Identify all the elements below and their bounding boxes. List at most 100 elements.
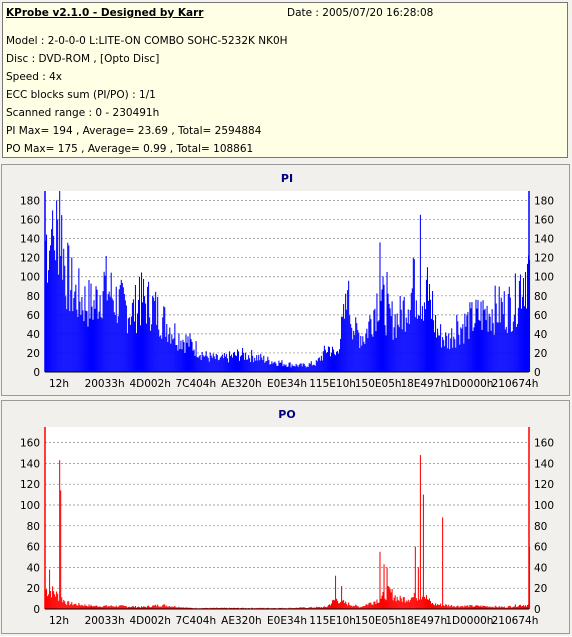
po-data-bar [330,603,332,609]
pi-data-bar [66,309,68,372]
pi-data-bar [77,316,79,372]
pi-data-bar [481,329,483,372]
po-data-bar [318,606,320,609]
pi-data-bar [80,314,82,372]
po-data-bar [421,596,423,609]
po-data-bar [508,605,510,609]
po-data-bar [422,494,424,609]
po-data-bar [99,606,101,609]
pi-data-bar [282,366,284,372]
po-data-bar [487,607,489,609]
pi-data-bar [230,354,232,372]
pi-data-bar [187,336,189,372]
pi-data-bar [372,336,374,372]
po-data-bar [86,605,88,609]
po-data-bar [310,606,312,609]
pi-data-bar [213,356,215,372]
po-data-bar [490,607,492,609]
pi-data-bar [440,324,442,372]
pi-data-bar [348,280,350,372]
pi-data-bar [176,344,178,372]
po-data-bar [210,607,212,609]
po-data-bar [167,606,169,609]
po-y-tick-label-left: 0 [33,604,40,616]
pi-data-bar [498,286,500,372]
pi-data-bar [307,366,309,372]
pi-data-bar [241,355,243,372]
po-data-bar [223,607,225,609]
po-data-bar [494,605,496,609]
pi-data-bar [276,365,278,372]
po-data-bar [475,605,477,609]
pi-data-bar [318,357,320,372]
pi-data-bar [365,333,367,372]
po-data-bar [481,606,483,609]
pi-data-bar [425,279,427,372]
pi-data-bar [51,229,53,372]
po-data-bar [482,605,484,609]
po-data-bar [263,607,265,609]
po-data-bar [374,601,376,609]
po-data-bar [526,604,529,609]
po-data-bar [439,604,441,609]
po-data-bar [353,605,355,609]
po-data-bar [67,601,69,609]
pi-data-bar [420,318,422,372]
pi-data-bar [451,328,453,372]
po-data-bar [73,604,75,609]
pi-data-bar [376,293,378,372]
pi-data-bar [277,365,279,372]
po-data-bar [152,605,154,609]
pi-data-bar [154,300,156,372]
pi-data-bar [459,344,461,372]
pi-data-bar [169,327,171,372]
pi-data-bar [54,250,56,372]
po-data-bar [137,606,140,609]
po-y-tick-label-right: 0 [534,604,541,616]
pi-data-bar [476,308,478,372]
pi-data-bar [511,331,513,372]
pi-data-bar [356,323,358,372]
pi-data-bar [379,242,381,372]
pi-data-bar [273,362,275,372]
po-data-bar [58,600,60,609]
po-data-bar [434,605,436,609]
po-data-bar [88,604,90,609]
pi-y-tick-label-left: 160 [20,215,40,227]
pi-data-bar [74,291,76,372]
pi-data-bar [330,352,332,372]
po-data-bar [314,607,316,609]
po-x-tick-label: AE320h [221,615,262,627]
po-data-bar [420,599,422,609]
po-data-bar [392,600,394,609]
po-data-bar [98,606,100,609]
po-data-bar [423,596,425,609]
po-data-bar [236,607,239,609]
pi-data-bar [322,351,324,372]
po-data-bar [372,604,374,609]
po-data-bar [155,604,157,609]
po-data-bar [138,607,141,609]
pi-data-bar [432,291,434,372]
po-data-bar [129,607,131,609]
pi-y-tick-label-left: 80 [27,291,40,303]
po-y-tick-label-left: 140 [20,458,40,470]
pi-data-bar [268,360,270,372]
scan-date: Date : 2005/07/20 16:28:08 [287,7,434,19]
po-data-bar [97,606,99,609]
pi-data-bar [500,297,502,372]
po-data-bar [493,607,495,609]
pi-data-bar [343,304,345,372]
pi-data-bar [524,271,527,372]
po-data-bar [55,596,57,609]
po-data-bar [289,607,291,609]
po-data-bar [209,607,211,609]
po-data-bar [459,607,461,609]
pi-data-bar [49,250,51,372]
pi-data-bar [119,285,121,372]
pi-data-bar [469,302,471,372]
po-data-bar [503,606,505,609]
po-data-bar [68,601,70,609]
pi-data-bar [341,316,343,372]
pi-data-bar [387,293,389,372]
